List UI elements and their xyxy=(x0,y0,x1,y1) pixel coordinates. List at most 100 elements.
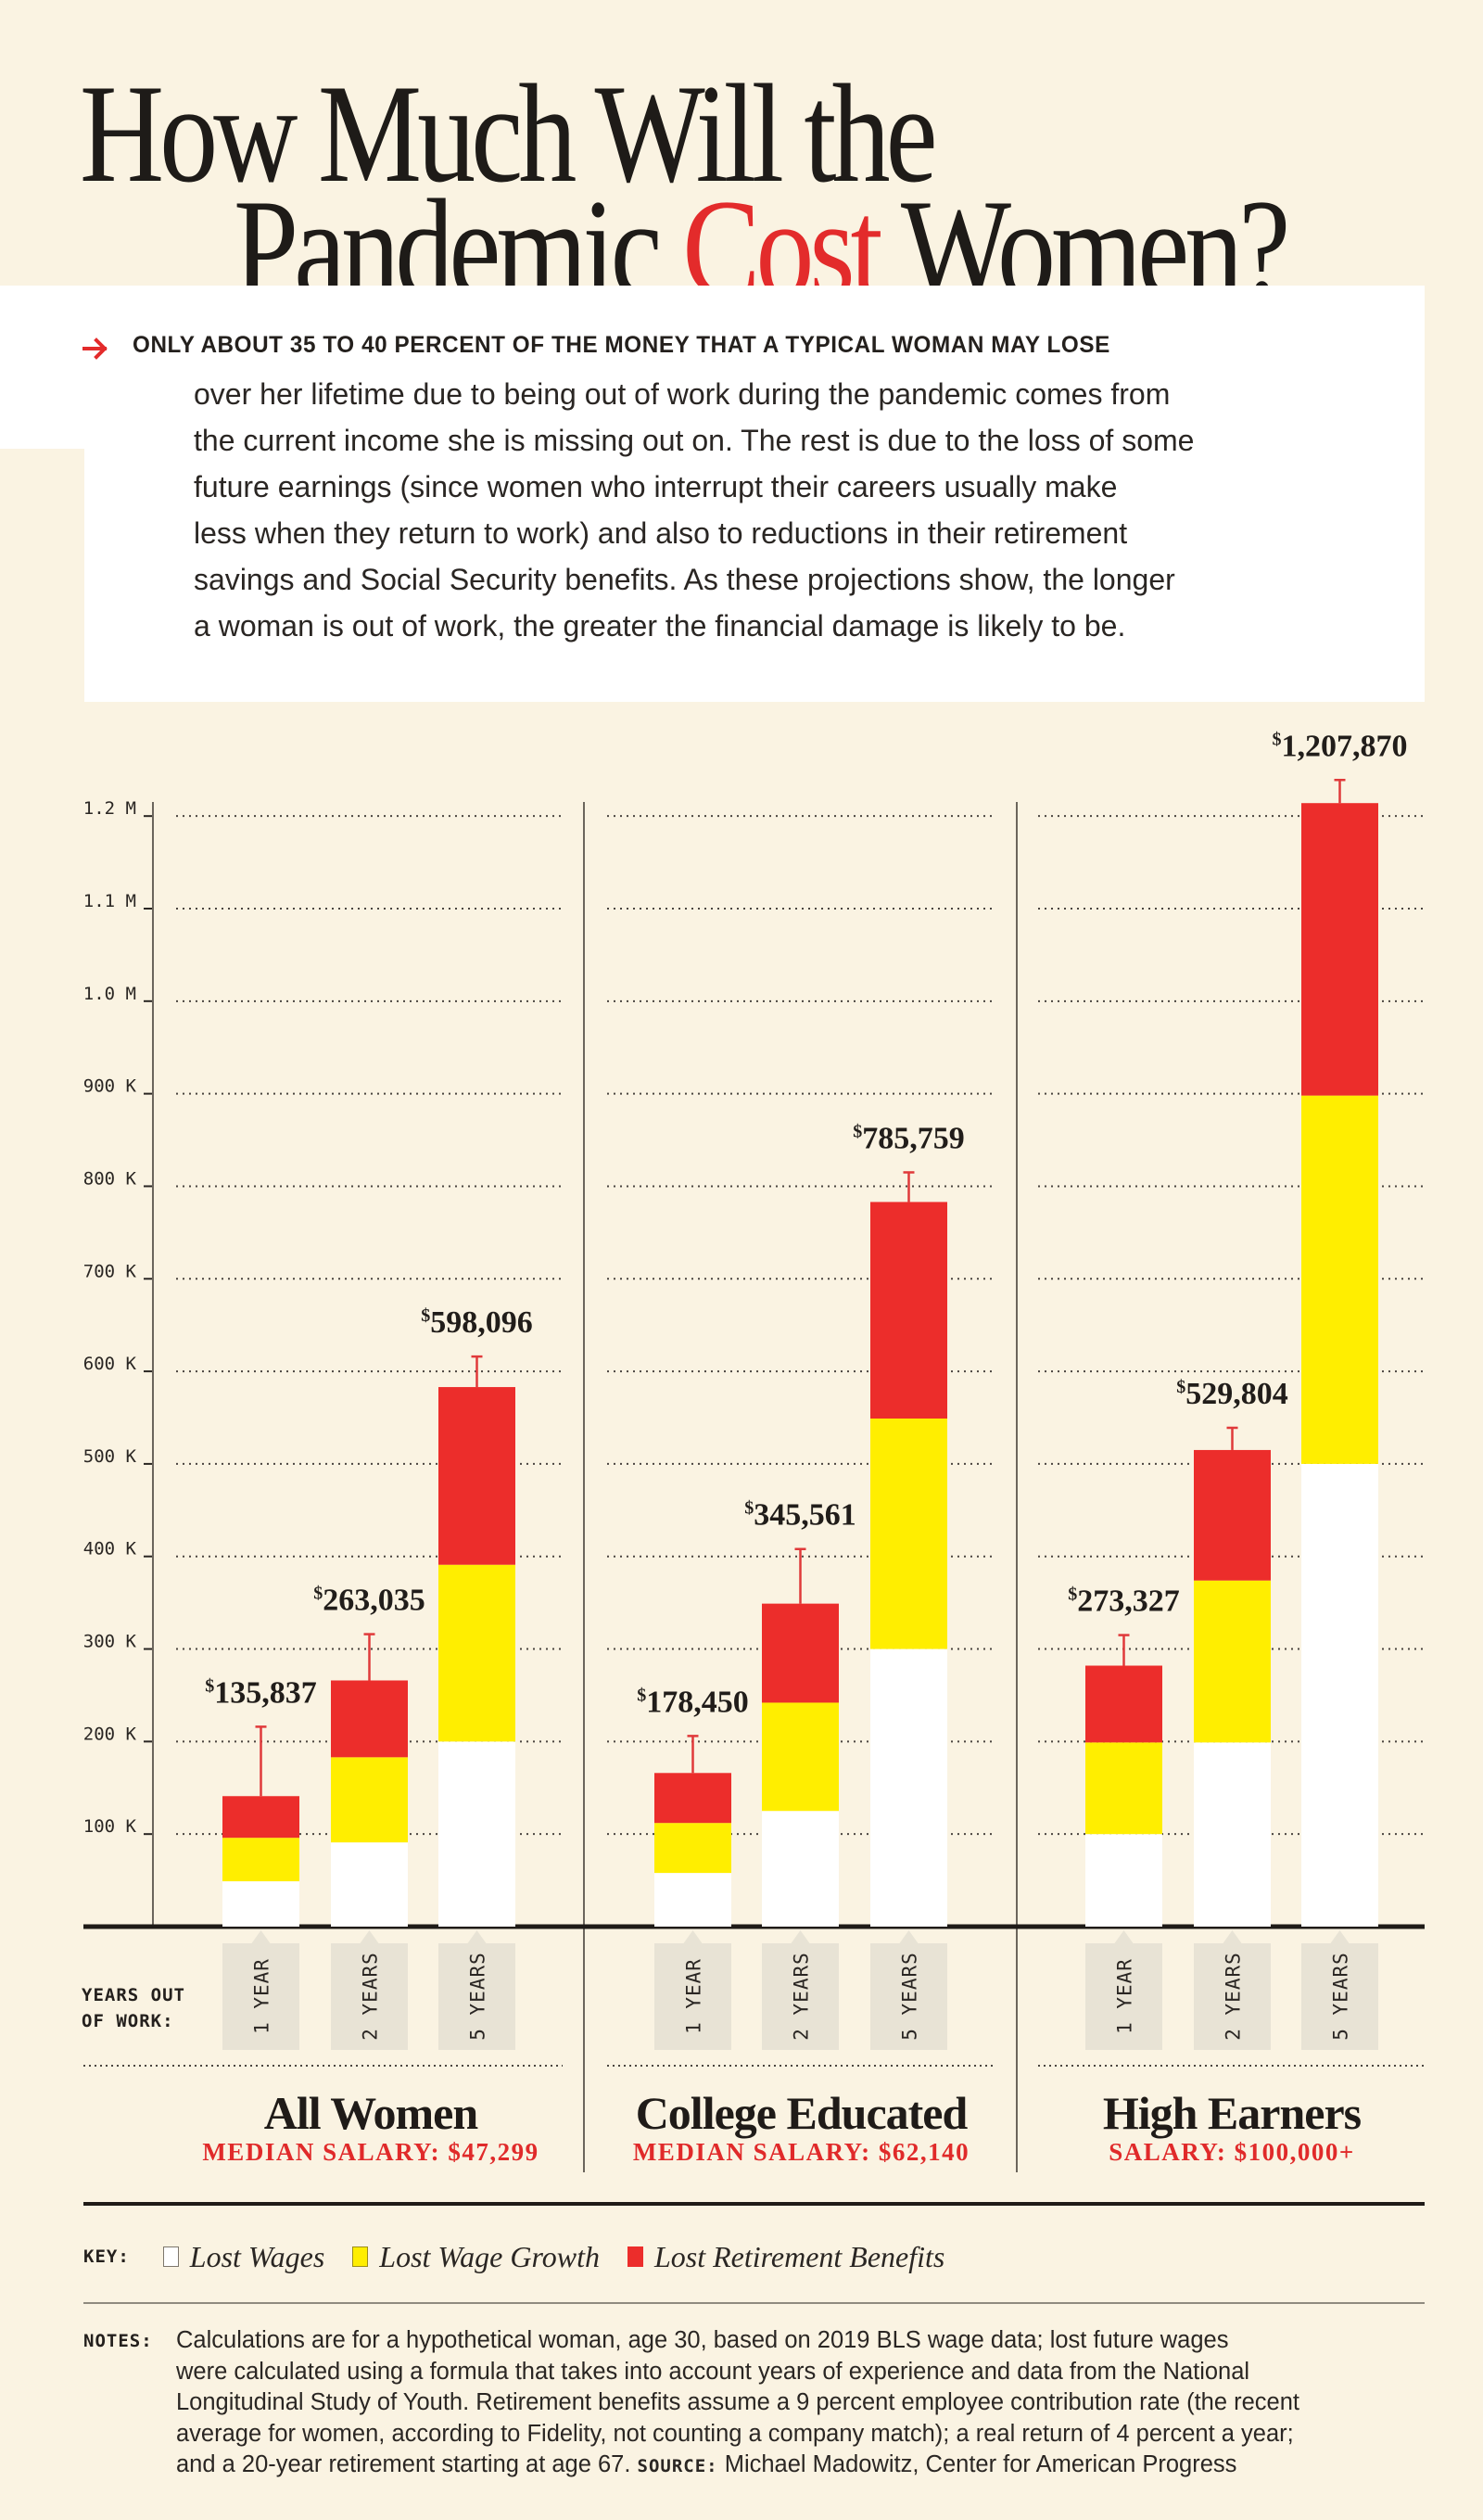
page-title-line-1: How Much Will the xyxy=(80,56,938,211)
bar-segment-lost-retirement-benefits xyxy=(1085,1665,1162,1743)
bar-total-value: 263,035 xyxy=(323,1584,425,1618)
notes-line: average for women, according to Fidelity… xyxy=(176,2420,1294,2447)
y-tick-label: 400 K xyxy=(83,1539,137,1559)
y-tick-label: 500 K xyxy=(83,1446,137,1467)
bar-segment-lost-wage-growth xyxy=(1085,1742,1162,1835)
source-label: SOURCE: xyxy=(637,2456,718,2476)
legend-swatch-white xyxy=(162,2246,179,2267)
bar-segment-lost-wage-growth xyxy=(762,1702,839,1812)
legend-swatch-yellow xyxy=(352,2246,369,2267)
currency-symbol: $ xyxy=(1068,1585,1077,1605)
section-divider xyxy=(83,2202,1425,2206)
x-tick-label: 1 YEAR xyxy=(251,1958,273,2034)
bar-segment-lost-wage-growth xyxy=(870,1418,947,1649)
y-tick-label: 1.2 M xyxy=(83,798,136,819)
x-tick-tab: 1 YEAR xyxy=(222,1930,299,2050)
y-tick-label: 600 K xyxy=(83,1354,137,1374)
intro-line: future earnings (since women who interru… xyxy=(194,470,1118,503)
notes-text: Calculations are for a hypothetical woma… xyxy=(176,2325,1299,2483)
x-tick-tab: 2 YEARS xyxy=(1194,1930,1271,2050)
bar-total-value: 135,837 xyxy=(214,1675,317,1710)
x-tick-tab: 1 YEAR xyxy=(654,1930,731,2050)
bar-total-label: $345,561 xyxy=(744,1498,856,1533)
currency-symbol: $ xyxy=(1176,1377,1185,1397)
bar-total-value: 178,450 xyxy=(646,1685,749,1719)
y-tick-label: 1.0 M xyxy=(83,984,136,1004)
currency-symbol: $ xyxy=(421,1305,430,1326)
currency-symbol: $ xyxy=(853,1121,862,1141)
intro-body: over her lifetime due to being out of wo… xyxy=(194,371,1399,649)
intro-line: over her lifetime due to being out of wo… xyxy=(194,377,1171,411)
notes-divider xyxy=(83,2302,1425,2304)
currency-symbol: $ xyxy=(637,1685,646,1705)
bar-segment-lost-wages xyxy=(438,1741,515,1927)
bar-total-label: $785,759 xyxy=(853,1121,965,1155)
currency-symbol: $ xyxy=(313,1584,323,1604)
x-tick-tab: 1 YEAR xyxy=(1085,1930,1162,2050)
notes-label: NOTES: xyxy=(83,2331,153,2351)
legend-item-lost-wages: Lost Wages xyxy=(162,2240,324,2274)
currency-symbol: $ xyxy=(205,1675,214,1696)
bar-total-label: $178,450 xyxy=(637,1685,749,1719)
y-tick-label: 900 K xyxy=(83,1076,137,1097)
x-tick-tab-shape xyxy=(438,1930,515,2050)
legend: KEY: Lost Wages Lost Wage Growth Lost Re… xyxy=(83,2236,972,2277)
intro-lead: ONLY ABOUT 35 TO 40 PERCENT OF THE MONEY… xyxy=(133,332,1110,358)
y-tick-label: 700 K xyxy=(83,1261,137,1281)
x-tick-label: 1 YEAR xyxy=(1114,1958,1136,2034)
bar-segment-lost-wage-growth xyxy=(1301,1095,1378,1464)
x-tick-tab-shape xyxy=(222,1930,299,2050)
group-title-all-women: All Women xyxy=(263,2087,478,2139)
y-tick-label: 300 K xyxy=(83,1632,137,1652)
notes-line: and a 20-year retirement starting at age… xyxy=(176,2450,1299,2483)
arrow-right-icon xyxy=(82,337,108,360)
legend-item-lost-wage-growth: Lost Wage Growth xyxy=(352,2240,600,2274)
bar-total-label: $598,096 xyxy=(421,1305,533,1340)
x-tick-tab-shape xyxy=(870,1930,947,2050)
x-axis-caption: YEARS OUT OF WORK: xyxy=(82,1982,185,2034)
bar-total-label: $529,804 xyxy=(1176,1377,1288,1411)
bar-segment-lost-retirement-benefits xyxy=(1194,1449,1271,1581)
bar-segment-lost-retirement-benefits xyxy=(654,1773,731,1824)
intro-line: less when they return to work) and also … xyxy=(194,516,1128,550)
bar-total-value: 529,804 xyxy=(1185,1377,1288,1411)
x-tick-tab: 5 YEARS xyxy=(438,1930,515,2050)
notes-line: Longitudinal Study of Youth. Retirement … xyxy=(176,2389,1299,2415)
bar-total-value: 1,207,870 xyxy=(1282,729,1408,763)
source-text: Michael Madowitz, Center for American Pr… xyxy=(717,2451,1237,2477)
bar-segment-lost-retirement-benefits xyxy=(1301,803,1378,1096)
group-subtitle-college-educated: MEDIAN SALARY: $62,140 xyxy=(632,2138,970,2166)
legend-label: Lost Wage Growth xyxy=(379,2239,600,2273)
x-tick-tab-shape xyxy=(1301,1930,1378,2050)
x-tick-label: 5 YEARS xyxy=(467,1952,489,2041)
x-tick-tab-shape xyxy=(1194,1930,1271,2050)
bar-segment-lost-wages xyxy=(870,1648,947,1927)
x-tick-label: 5 YEARS xyxy=(899,1952,921,2041)
bar-total-value: 598,096 xyxy=(430,1305,533,1340)
x-axis-tabs: 1 YEAR 2 YEARS 5 YEARS 1 YEAR 2 YEARS 5 YEARS… xyxy=(222,1930,1378,2050)
bar-segment-lost-wages xyxy=(1301,1463,1378,1927)
bar-segment-lost-wage-growth xyxy=(1194,1580,1271,1743)
x-tick-tab-shape xyxy=(762,1930,839,2050)
intro-line: a woman is out of work, the greater the … xyxy=(194,609,1126,643)
x-tick-label: 1 YEAR xyxy=(683,1958,705,2034)
bar-segment-lost-wage-growth xyxy=(331,1757,408,1843)
x-tick-tab-shape xyxy=(331,1930,408,2050)
x-tick-tab: 2 YEARS xyxy=(762,1930,839,2050)
bar-segment-lost-wage-growth xyxy=(222,1838,299,1882)
bar-segment-lost-retirement-benefits xyxy=(331,1680,408,1758)
x-tick-label: 2 YEARS xyxy=(360,1952,382,2041)
x-tick-tab: 2 YEARS xyxy=(331,1930,408,2050)
x-tick-tab-shape xyxy=(654,1930,731,2050)
notes-line: were calculated using a formula that tak… xyxy=(176,2358,1250,2385)
y-tick-label: 100 K xyxy=(83,1816,137,1837)
bar-segment-lost-wages xyxy=(1194,1742,1271,1927)
bar-total-label: $1,207,870 xyxy=(1273,729,1408,763)
x-axis-caption-line: OF WORK: xyxy=(82,2011,174,2031)
bar-total-label: $135,837 xyxy=(205,1675,317,1710)
bar-total-label: $273,327 xyxy=(1068,1585,1180,1619)
bar-segment-lost-retirement-benefits xyxy=(762,1603,839,1703)
x-tick-label: 2 YEARS xyxy=(1223,1952,1245,2041)
bar-segment-lost-wage-growth xyxy=(438,1564,515,1742)
legend-label: Lost Retirement Benefits xyxy=(653,2239,945,2273)
